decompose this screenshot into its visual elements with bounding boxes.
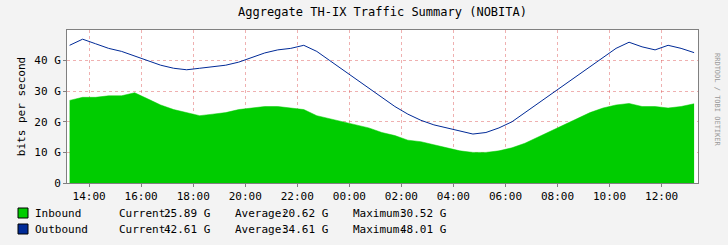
svg-text:04:00: 04:00 <box>437 190 470 203</box>
svg-text:Aggregate TH-IX Traffic Summar: Aggregate TH-IX Traffic Summary (NOBITA) <box>238 5 527 19</box>
svg-text:18:00: 18:00 <box>177 190 210 203</box>
svg-text:40 G: 40 G <box>34 54 61 67</box>
svg-text:08:00: 08:00 <box>541 190 574 203</box>
svg-text:16:00: 16:00 <box>125 190 158 203</box>
svg-text:Maximum:: Maximum: <box>353 223 406 236</box>
svg-text:42.61 G: 42.61 G <box>164 223 210 236</box>
svg-text:Inbound: Inbound <box>35 207 81 220</box>
svg-text:20.62 G: 20.62 G <box>282 207 328 220</box>
svg-text:Average:: Average: <box>235 223 288 236</box>
svg-text:10:00: 10:00 <box>593 190 626 203</box>
svg-text:Maximum:: Maximum: <box>353 207 406 220</box>
svg-text:12:00: 12:00 <box>645 190 678 203</box>
svg-text:48.01 G: 48.01 G <box>400 223 446 236</box>
svg-text:0: 0 <box>54 177 61 190</box>
svg-text:Outbound: Outbound <box>35 223 88 236</box>
svg-text:02:00: 02:00 <box>385 190 418 203</box>
svg-text:30.52 G: 30.52 G <box>400 207 446 220</box>
svg-text:bits per second: bits per second <box>15 57 28 156</box>
svg-text:RRDTOOL / TOBI OETIKER: RRDTOOL / TOBI OETIKER <box>713 53 721 147</box>
svg-text:00:00: 00:00 <box>333 190 366 203</box>
svg-text:22:00: 22:00 <box>281 190 314 203</box>
svg-text:06:00: 06:00 <box>489 190 522 203</box>
svg-text:30 G: 30 G <box>34 85 61 98</box>
svg-text:Average:: Average: <box>235 207 288 220</box>
svg-text:14:00: 14:00 <box>73 190 106 203</box>
svg-text:Current:: Current: <box>119 223 172 236</box>
svg-text:20 G: 20 G <box>34 116 61 129</box>
svg-text:Current:: Current: <box>119 207 172 220</box>
svg-text:20:00: 20:00 <box>229 190 262 203</box>
svg-text:25.89 G: 25.89 G <box>164 207 210 220</box>
svg-text:34.61 G: 34.61 G <box>282 223 328 236</box>
svg-text:10 G: 10 G <box>34 146 61 159</box>
